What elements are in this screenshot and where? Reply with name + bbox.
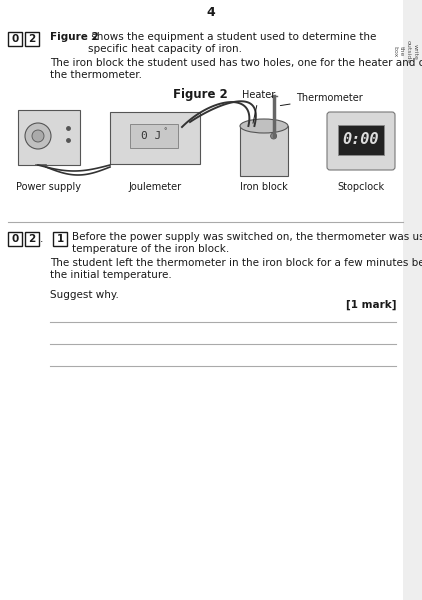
Text: Heater: Heater — [242, 90, 276, 123]
Text: 0: 0 — [11, 234, 19, 244]
Bar — [8, 32, 22, 46]
Bar — [18, 110, 80, 165]
Text: .: . — [41, 234, 44, 244]
Circle shape — [32, 130, 44, 142]
Bar — [240, 126, 288, 176]
Text: 2: 2 — [28, 34, 35, 44]
Bar — [8, 232, 22, 246]
Text: Stopclock: Stopclock — [338, 182, 384, 192]
Circle shape — [25, 123, 51, 149]
Circle shape — [271, 133, 276, 139]
Text: Power supply: Power supply — [16, 182, 81, 192]
Bar — [53, 232, 67, 246]
Text: 0: 0 — [11, 34, 19, 44]
Text: Iron block: Iron block — [240, 182, 288, 192]
Bar — [25, 32, 39, 46]
Text: °: ° — [164, 128, 168, 134]
Bar — [110, 112, 200, 164]
Text: 0:00: 0:00 — [343, 133, 379, 148]
Text: Thermometer: Thermometer — [280, 93, 362, 106]
Text: The iron block the student used has two holes, one for the heater and one for
th: The iron block the student used has two … — [50, 58, 422, 80]
Text: Figure 2: Figure 2 — [173, 88, 227, 101]
Text: shows the equipment a student used to determine the
specific heat capacity of ir: shows the equipment a student used to de… — [88, 32, 376, 53]
Text: 4: 4 — [207, 6, 215, 19]
FancyBboxPatch shape — [327, 112, 395, 170]
Text: 2: 2 — [28, 234, 35, 244]
Text: Do
not
write
outside
the
box: Do not write outside the box — [392, 40, 422, 63]
Bar — [403, 0, 422, 600]
Bar — [338, 125, 384, 155]
Text: 0 J: 0 J — [141, 131, 162, 141]
Text: Figure 2: Figure 2 — [50, 32, 99, 42]
Bar — [25, 232, 39, 246]
Text: [1 mark]: [1 mark] — [346, 300, 396, 310]
Text: Suggest why.: Suggest why. — [50, 290, 119, 300]
Text: Joulemeter: Joulemeter — [128, 182, 181, 192]
Ellipse shape — [240, 119, 288, 133]
Text: 1: 1 — [57, 234, 64, 244]
Text: The student left the thermometer in the iron block for a few minutes before reco: The student left the thermometer in the … — [50, 258, 422, 280]
Bar — [130, 124, 178, 148]
Text: Before the power supply was switched on, the thermometer was used to measure the: Before the power supply was switched on,… — [72, 232, 422, 254]
